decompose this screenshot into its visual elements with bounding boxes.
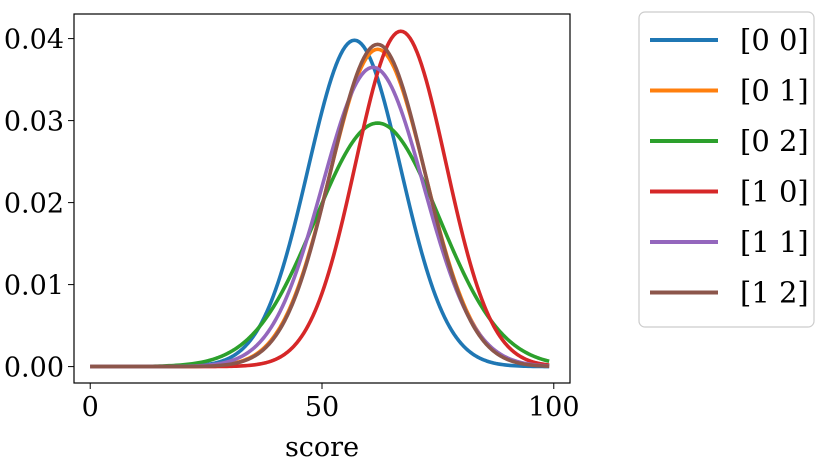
y-tick-label: 0.01 xyxy=(4,271,64,302)
legend-entry-label: [0 1] xyxy=(740,74,809,108)
plot-area xyxy=(73,13,571,384)
y-tick-label: 0.04 xyxy=(4,25,64,56)
x-tick-label: 0 xyxy=(82,392,99,423)
series-line-0 xyxy=(90,38,550,369)
legend-entry-label: [1 0] xyxy=(740,175,809,209)
y-tick-label: 0.00 xyxy=(4,353,64,384)
legend-entry-label: [0 2] xyxy=(740,124,809,158)
y-tick-label: 0.02 xyxy=(4,189,64,220)
legend: [0 0] [0 1] [0 2] [1 0] [1 1] [1 2] xyxy=(638,11,815,328)
y-tick-label: 0.03 xyxy=(4,107,64,138)
x-tick-label: 50 xyxy=(305,392,339,423)
x-axis-ticks: 0 50 100 xyxy=(82,383,580,423)
x-tick-label: 100 xyxy=(528,392,580,423)
y-axis-ticks: 0.00 0.01 0.02 0.03 0.04 xyxy=(4,25,74,384)
series-line-5 xyxy=(90,42,550,369)
legend-entry-label: [1 2] xyxy=(740,276,809,310)
series-line-2 xyxy=(90,121,550,369)
x-axis-label: score xyxy=(285,432,359,463)
legend-entry-label: [0 0] xyxy=(740,23,809,57)
legend-entry-label: [1 1] xyxy=(740,225,809,259)
